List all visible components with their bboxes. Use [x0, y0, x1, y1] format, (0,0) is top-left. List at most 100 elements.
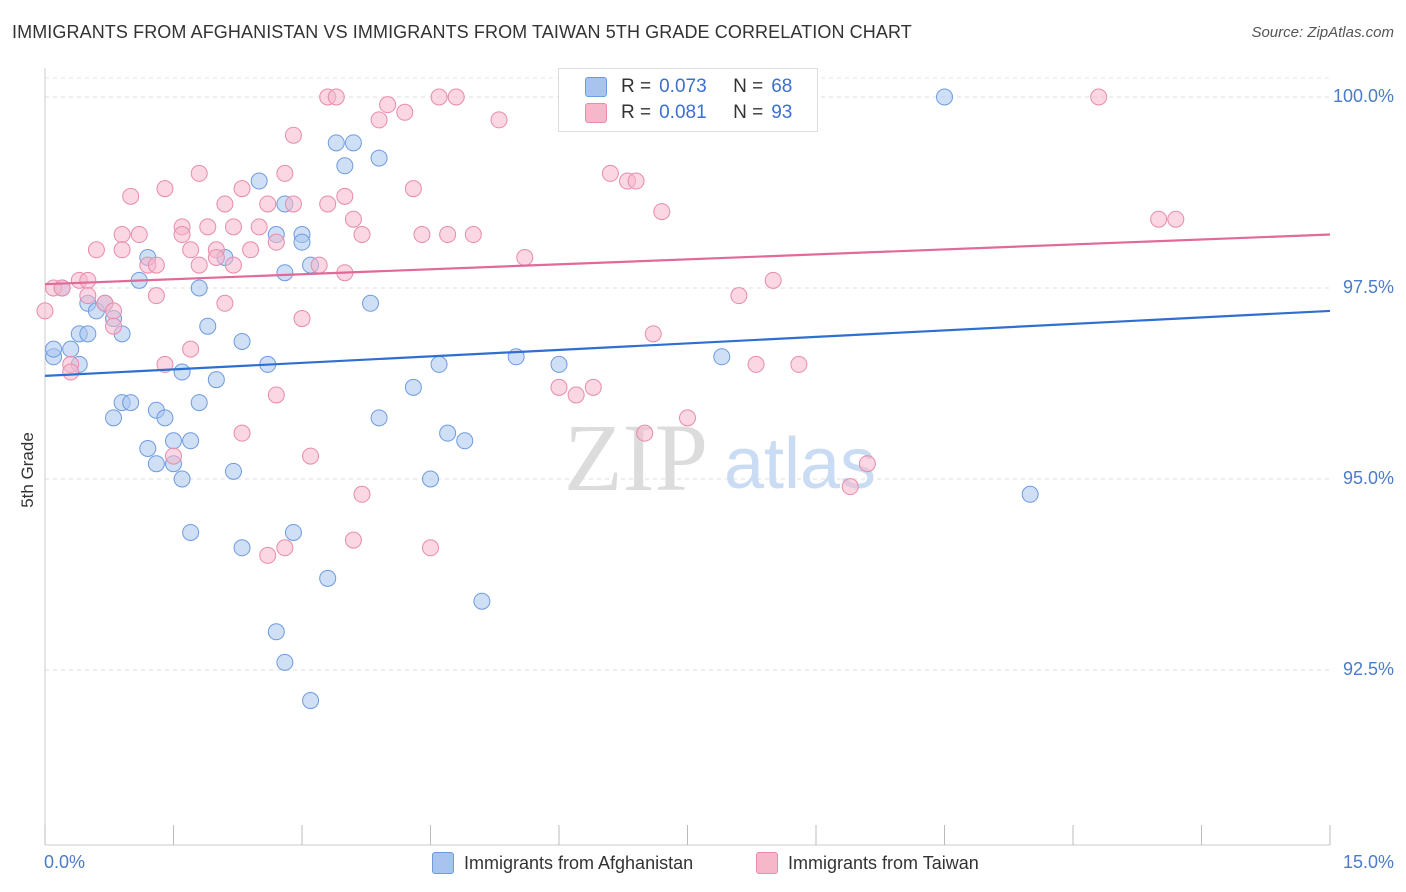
taiwan-point: [122, 187, 140, 205]
afghanistan-point: [276, 264, 294, 282]
afghanistan-point: [165, 432, 182, 450]
afghanistan-point: [267, 623, 285, 641]
taiwan-point: [747, 355, 765, 373]
taiwan-point: [147, 256, 165, 274]
taiwan-point: [1167, 210, 1185, 228]
taiwan-point: [302, 447, 320, 465]
taiwan-point: [199, 218, 217, 236]
afghanistan-point: [233, 539, 251, 557]
stats-legend: R = 0.073 N = 68 R = 0.081 N = 93: [558, 68, 818, 132]
afghanistan-point: [302, 692, 320, 710]
taiwan-point: [113, 241, 131, 259]
afghanistan-point: [207, 371, 225, 389]
legend-item-afghanistan: Immigrants from Afghanistan: [432, 852, 693, 874]
taiwan-point: [156, 355, 174, 373]
taiwan-point: [310, 256, 328, 274]
taiwan-point: [679, 409, 696, 427]
legend-item-taiwan: Immigrants from Taiwan: [756, 852, 979, 874]
taiwan-point: [653, 203, 671, 221]
afghanistan-point: [336, 157, 354, 175]
afghanistan-point: [422, 470, 439, 488]
taiwan-point: [353, 226, 371, 244]
taiwan-point: [79, 287, 97, 305]
taiwan-point: [550, 378, 568, 396]
afghanistan-point: [327, 134, 345, 152]
afghanistan-point: [156, 409, 174, 427]
taiwan-point: [267, 386, 285, 404]
taiwan-point: [242, 241, 260, 259]
taiwan-point: [284, 126, 302, 144]
taiwan-legend-swatch: [756, 852, 778, 874]
afghanistan-point: [473, 592, 491, 610]
trend-lines: [44, 233, 1331, 377]
afghanistan-point: [550, 355, 568, 373]
afghanistan-legend-swatch: [432, 852, 454, 874]
taiwan-point: [319, 195, 337, 213]
taiwan-point: [464, 226, 482, 244]
taiwan-point: [190, 256, 208, 274]
taiwan-point: [79, 271, 97, 289]
afghanistan-point: [430, 355, 448, 373]
taiwan-point: [516, 248, 534, 266]
taiwan-point: [1090, 88, 1108, 106]
y-tick-label: 92.5%: [1342, 659, 1394, 679]
taiwan-point: [370, 111, 388, 129]
afghanistan-point: [173, 363, 191, 381]
taiwan-point: [644, 325, 662, 343]
r-label: R =: [621, 76, 652, 97]
taiwan-legend-label: Immigrants from Taiwan: [788, 852, 979, 873]
taiwan-point: [764, 271, 782, 289]
afghanistan-point: [276, 653, 294, 671]
taiwan-point: [267, 233, 285, 251]
afghanistan-point: [362, 294, 380, 312]
taiwan-point: [636, 424, 654, 442]
afghanistan-point: [344, 134, 362, 152]
taiwan-point: [224, 256, 242, 274]
n-value: 68: [771, 76, 793, 97]
afghanistan-trend-line: [44, 309, 1331, 377]
taiwan-point: [858, 455, 876, 473]
n-value: 93: [771, 102, 793, 123]
afghanistan-point: [293, 233, 311, 251]
taiwan-point: [130, 226, 148, 244]
taiwan-point: [439, 226, 457, 244]
taiwan-point: [841, 478, 859, 496]
afghanistan-point: [439, 424, 457, 442]
afghanistan-swatch: [585, 77, 607, 97]
afghanistan-point: [45, 340, 63, 358]
afghanistan-point: [1021, 485, 1039, 503]
afghanistan-point: [233, 332, 251, 350]
axes: [44, 68, 1331, 846]
legend-row-afghanistan: R = 0.073 N = 68: [585, 75, 793, 99]
taiwan-point: [216, 195, 234, 213]
afghanistan-point: [936, 88, 953, 106]
taiwan-point: [62, 363, 80, 381]
n-label: N =: [733, 76, 764, 97]
taiwan-point: [293, 310, 311, 328]
taiwan-point: [627, 172, 645, 190]
afghanistan-legend-label: Immigrants from Afghanistan: [464, 852, 694, 873]
r-value: 0.073: [659, 76, 707, 97]
taiwan-point: [344, 531, 362, 549]
n-label: N =: [733, 102, 764, 123]
afghanistan-point: [250, 172, 268, 190]
afghanistan-point: [182, 523, 200, 541]
taiwan-point: [327, 88, 345, 106]
taiwan-point: [353, 485, 371, 503]
afghanistan-point: [139, 439, 157, 457]
r-value: 0.081: [659, 102, 707, 123]
taiwan-point: [284, 195, 302, 213]
afghanistan-point: [147, 455, 165, 473]
x-tick-label-max: 15.0%: [1342, 852, 1394, 872]
taiwan-point: [233, 180, 251, 198]
afghanistan-points: [45, 88, 1039, 710]
taiwan-point: [165, 447, 182, 465]
taiwan-point: [182, 241, 200, 259]
afghanistan-point: [319, 569, 337, 587]
chart-title: IMMIGRANTS FROM AFGHANISTAN VS IMMIGRANT…: [12, 22, 912, 42]
y-tick-label: 97.5%: [1342, 277, 1394, 297]
taiwan-point: [790, 355, 808, 373]
afghanistan-point: [284, 523, 302, 541]
taiwan-point: [105, 317, 123, 335]
y-tick-label: 95.0%: [1342, 468, 1394, 488]
